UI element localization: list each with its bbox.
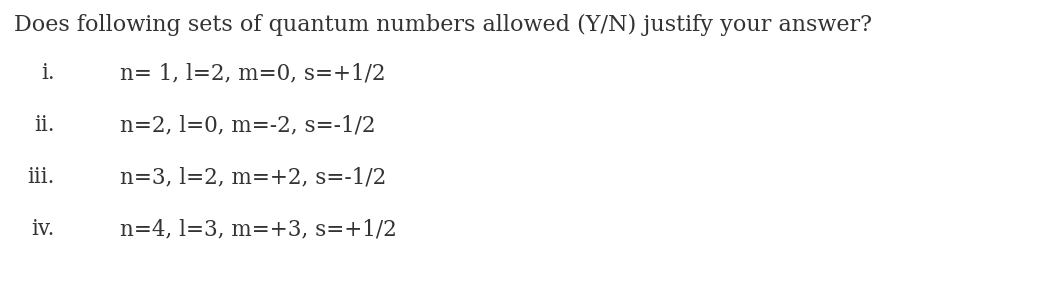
Text: ii.: ii. <box>35 114 55 136</box>
Text: i.: i. <box>41 62 55 84</box>
Text: iv.: iv. <box>32 218 55 240</box>
Text: n=4, l=3, m=+3, s=+1/2: n=4, l=3, m=+3, s=+1/2 <box>120 218 397 240</box>
Text: n=2, l=0, m=-2, s=-1/2: n=2, l=0, m=-2, s=-1/2 <box>120 114 376 136</box>
Text: Does following sets of quantum numbers allowed (Y/N) justify your answer?: Does following sets of quantum numbers a… <box>14 14 872 36</box>
Text: n=3, l=2, m=+2, s=-1/2: n=3, l=2, m=+2, s=-1/2 <box>120 166 386 188</box>
Text: n= 1, l=2, m=0, s=+1/2: n= 1, l=2, m=0, s=+1/2 <box>120 62 385 84</box>
Text: iii.: iii. <box>27 166 55 188</box>
